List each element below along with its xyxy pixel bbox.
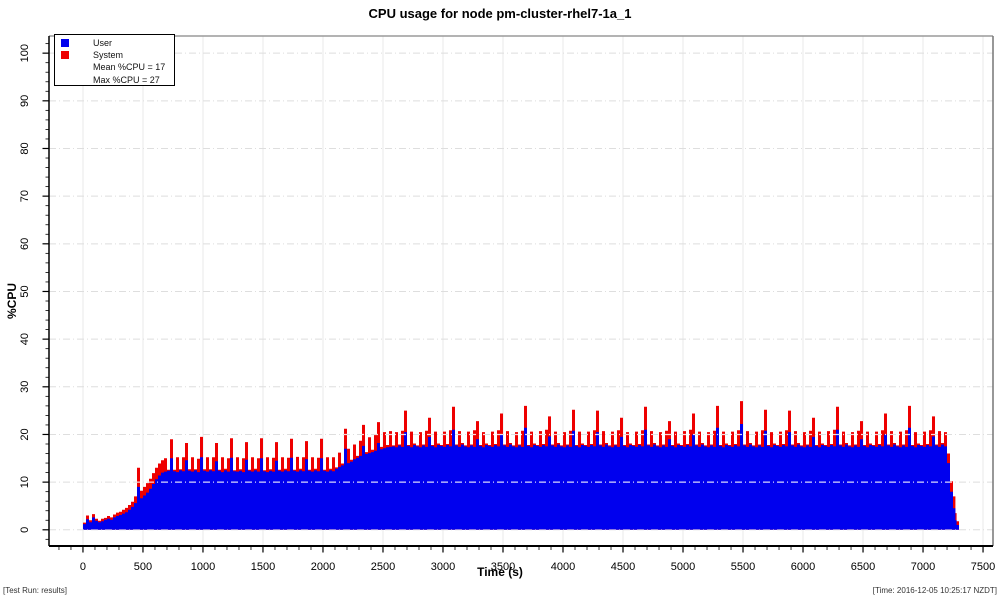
y-tick-label: 100 [19,44,31,62]
y-tick-label: 0 [19,527,31,533]
x-tick-label: 4500 [611,561,635,573]
x-axis-ticks: 0 500 1000 1500 2000 2500 3000 3500 4000 4500 5000… [58,546,995,573]
y-tick-label: 30 [19,381,31,393]
x-tick-label: 0 [80,561,86,573]
footer-timestamp: [Time: 2016-12-05 10:25:17 NZDT] [872,586,997,595]
y-tick-label: 90 [19,95,31,107]
y-tick-label: 60 [19,238,31,250]
y-axis-ticks: 0 10 20 30 40 50 60 70 80 90 100 [19,43,49,540]
x-tick-label: 4000 [551,561,575,573]
x-tick-label: 500 [134,561,152,573]
legend-label-system: System [93,50,124,61]
x-tick-label: 3500 [491,561,515,573]
x-tick-label: 5000 [671,561,695,573]
legend-mean-stat: Mean %CPU = 17 [93,62,166,73]
x-tick-label: 2500 [371,561,395,573]
y-tick-label: 50 [19,285,31,297]
x-tick-label: 2000 [311,561,335,573]
x-tick-label: 5500 [731,561,755,573]
y-axis-label: %CPU [5,283,19,320]
chart-title: CPU usage for node pm-cluster-rhel7-1a_1 [368,6,632,21]
x-tick-label: 1500 [251,561,275,573]
x-tick-label: 1000 [191,561,215,573]
user-area [83,424,959,530]
footer-test-run: [Test Run: results] [3,586,68,595]
legend-item-system: System [55,49,174,61]
legend-label-user: User [93,38,113,49]
plot-frame [48,35,994,547]
x-tick-label: 7000 [911,561,935,573]
system-series-swatch [61,51,69,60]
user-series-swatch [61,39,69,48]
y-tick-label: 80 [19,142,31,154]
x-tick-label: 7500 [971,561,995,573]
legend-item-user: User [55,37,174,49]
y-tick-label: 20 [19,428,31,440]
y-tick-label: 10 [19,476,31,488]
legend-max-stat: Max %CPU = 27 [93,74,160,85]
x-tick-label: 6000 [791,561,815,573]
y-tick-label: 70 [19,190,31,202]
x-axis-label: Time (s) [477,565,523,579]
chart-legend: User System Mean %CPU = 17 Max %CPU = 27 [54,34,175,86]
x-tick-label: 6500 [851,561,875,573]
y-tick-label: 40 [19,333,31,345]
x-tick-label: 3000 [431,561,455,573]
